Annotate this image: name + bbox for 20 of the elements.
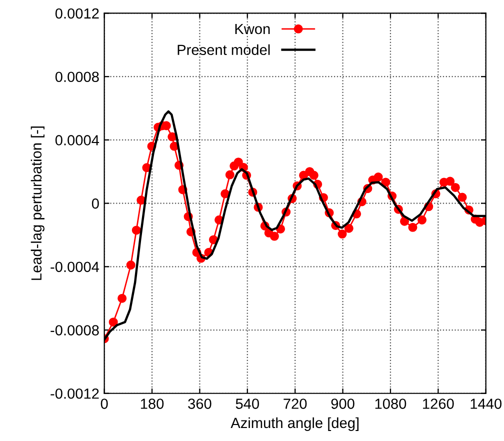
legend-label: Kwon [235,24,270,34]
legend-label: Present model [178,44,270,56]
x-tick-label: 1080 [375,398,406,409]
y-tick-label: 0.0008 [55,72,99,82]
y-tick-label: -0.0008 [50,325,99,336]
y-tick-label: 0.0004 [55,135,100,146]
y-tick-label: -0.0012 [50,388,99,399]
x-tick-label: 720 [284,398,307,409]
x-tick-label: 540 [236,398,259,409]
x-tick-label: 1260 [423,398,454,409]
y-tick-label: 0 [92,198,99,209]
y-tick-label: -0.0004 [50,262,100,272]
x-tick-label: 0 [100,398,108,409]
x-tick-label: 180 [140,398,164,409]
x-tick-label: 360 [188,398,212,409]
x-tick-label: 1440 [470,398,502,409]
x-axis-title: Azimuth angle [deg] [230,417,359,431]
y-tick-label: 0.0012 [55,8,99,19]
y-axis-title: Lead-lag perturbation [-] [30,126,44,280]
x-tick-label: 900 [331,398,354,409]
